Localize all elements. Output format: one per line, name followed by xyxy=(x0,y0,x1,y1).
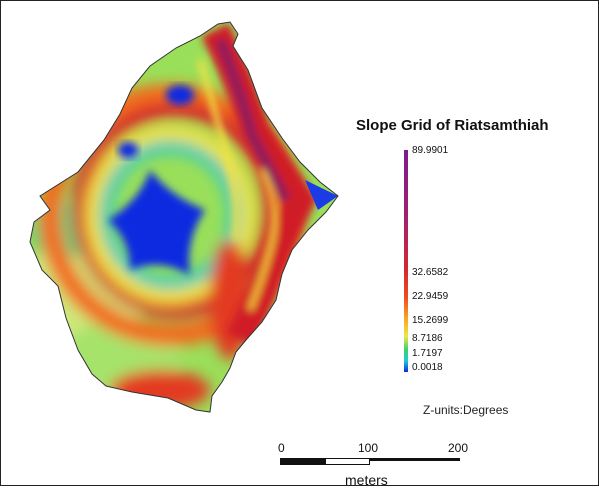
legend-tick-max: 89.9901 xyxy=(412,145,449,156)
legend-tick: 15.2699 xyxy=(412,315,449,326)
scale-label-100: 100 xyxy=(358,441,379,455)
legend-tick: 8.7186 xyxy=(412,333,443,344)
z-units-label: Z-units:Degrees xyxy=(423,403,509,417)
legend-title: Slope Grid of Riatsamthiah xyxy=(356,117,549,134)
legend-tick: 1.7197 xyxy=(412,348,443,359)
scale-unit: meters xyxy=(345,472,388,488)
legend-tick-min: 0.0018 xyxy=(412,362,443,373)
legend-tick: 32.6582 xyxy=(412,267,449,278)
slope-raster xyxy=(30,22,338,412)
scale-bar xyxy=(280,458,460,465)
scale-label-0: 0 xyxy=(278,441,285,455)
legend-tick: 22.9459 xyxy=(412,291,449,302)
legend-color-ramp xyxy=(404,150,408,372)
scale-label-200: 200 xyxy=(448,441,469,455)
